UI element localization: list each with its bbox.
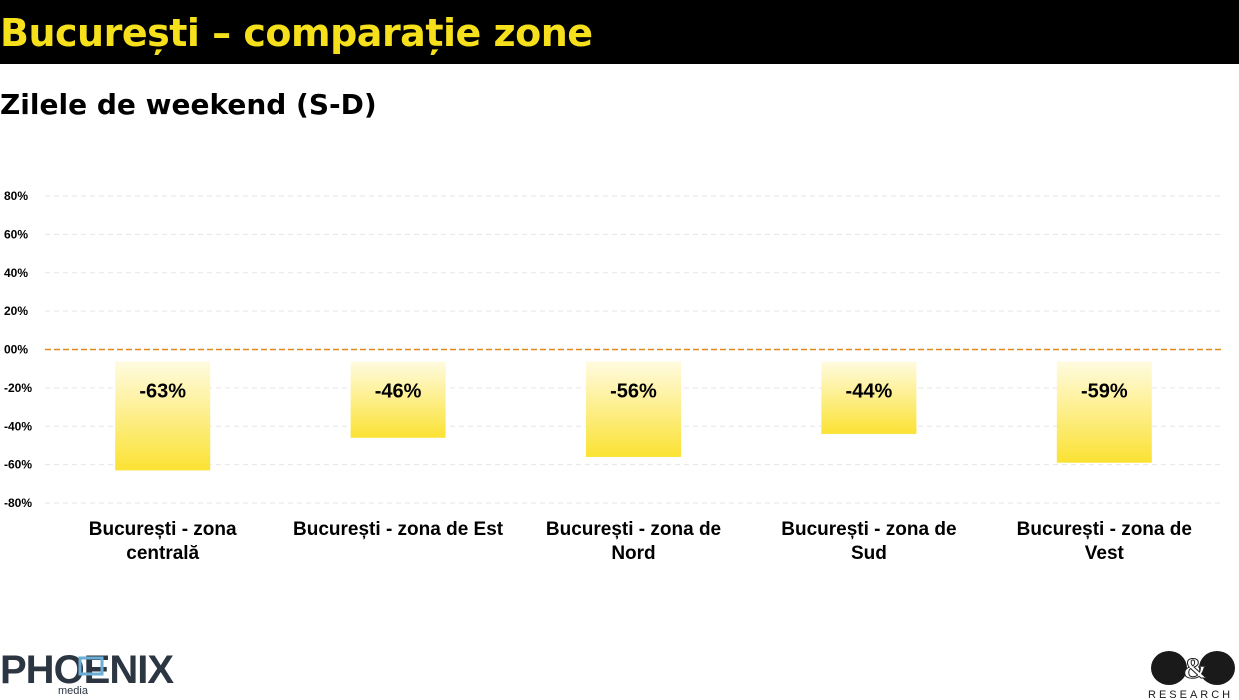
bar <box>586 361 681 457</box>
x-category-label: București - zona de <box>546 519 721 540</box>
y-tick-label: -80% <box>4 496 32 510</box>
page-title: București – comparație zone <box>0 11 593 55</box>
y-tick-label: 60% <box>4 227 28 241</box>
title-bar: București – comparație zone <box>0 0 1239 64</box>
y-tick-label: -60% <box>4 458 32 472</box>
data-label: -63% <box>139 381 186 403</box>
y-tick-label: -20% <box>4 381 32 395</box>
data-label: -46% <box>375 381 422 403</box>
x-category-label: Sud <box>851 543 887 564</box>
x-category-label: Vest <box>1085 543 1125 564</box>
bar <box>1056 361 1152 463</box>
y-tick-label: 00% <box>4 343 28 357</box>
bar <box>115 361 211 471</box>
x-category-label: centrală <box>126 543 199 564</box>
bar <box>821 361 917 434</box>
bar <box>350 361 446 438</box>
data-labels: -63% -46% -56% -44% -59% <box>139 381 1128 403</box>
y-tick-label: 80% <box>4 189 28 203</box>
bar-chart: 80% 60% 40% 20% 00% -20% -40% -60% -80% -63% -46%… <box>4 189 1222 564</box>
x-axis-categories: București - zona centrală București - zona… <box>89 519 1192 564</box>
phoenix-media-logo: PHOENIX media <box>0 648 175 696</box>
data-label: -59% <box>1081 381 1128 403</box>
y-tick-label: -40% <box>4 419 32 433</box>
svg-text:media: media <box>58 685 89 696</box>
data-label: -44% <box>846 381 893 403</box>
bars <box>115 361 1152 471</box>
y-tick-label: 40% <box>4 266 28 280</box>
x-category-label: București - zona de <box>781 519 956 540</box>
page-subtitle: Zilele de weekend (S-D) <box>0 88 377 121</box>
x-category-label: București - zona de Est <box>293 519 504 540</box>
x-category-label: București - zona de <box>1017 519 1192 540</box>
dd-research-logo: & RESEARCH <box>1148 651 1235 700</box>
x-category-label: Nord <box>611 543 655 564</box>
x-category-label: București - zona <box>89 519 237 540</box>
svg-text:PHOENIX: PHOENIX <box>0 648 174 692</box>
svg-text:&: & <box>1183 652 1208 685</box>
y-axis-ticks: 80% 60% 40% 20% 00% -20% -40% -60% -80% <box>4 189 32 510</box>
svg-text:RESEARCH: RESEARCH <box>1148 689 1233 700</box>
data-label: -56% <box>610 381 657 403</box>
y-tick-label: 20% <box>4 304 28 318</box>
